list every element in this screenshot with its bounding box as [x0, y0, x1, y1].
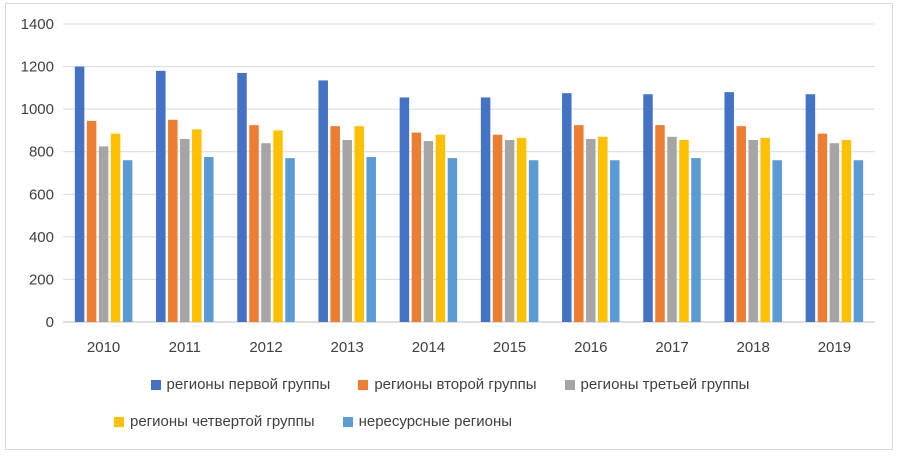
legend-item: регионы первой группы	[150, 376, 331, 393]
bar	[480, 97, 491, 322]
bar	[679, 140, 689, 322]
legend-swatch	[150, 379, 161, 390]
x-tick-label: 2017	[655, 339, 688, 356]
bar	[156, 70, 166, 322]
bar	[805, 94, 816, 322]
bar	[74, 66, 85, 322]
legend-item: регионы третьей группы	[564, 376, 750, 393]
bar	[110, 133, 121, 322]
bars	[74, 66, 864, 323]
legend-row-1: регионы первой группы регионы второй гру…	[0, 376, 900, 393]
legend-item: нересурсные регионы	[342, 413, 513, 430]
y-axis-ticks: 0 200 400 600 800 1000 1200 1400	[21, 16, 54, 331]
bar	[736, 126, 746, 323]
legend-label: регионы первой группы	[166, 376, 331, 393]
bar	[492, 134, 503, 322]
bar	[748, 140, 758, 322]
x-tick-label: 2013	[331, 339, 364, 356]
y-tick-label: 400	[29, 229, 54, 246]
x-tick-label: 2011	[169, 339, 201, 356]
bar	[447, 158, 458, 322]
x-axis-ticks: 2010 2011 2012 2013 2014 2015 2016 2017 2018 2019	[87, 339, 851, 356]
bar	[423, 141, 434, 322]
bar	[261, 143, 271, 322]
bar	[180, 138, 190, 322]
bar	[817, 133, 828, 322]
bar	[667, 136, 677, 322]
bar	[643, 94, 653, 322]
y-tick-label: 800	[29, 144, 54, 161]
y-tick-label: 1200	[21, 59, 54, 76]
bar	[366, 157, 376, 322]
y-tick-label: 600	[29, 186, 54, 203]
x-tick-label: 2016	[574, 339, 607, 356]
x-tick-label: 2015	[493, 339, 526, 356]
bar	[610, 160, 620, 322]
bar	[249, 125, 259, 322]
x-tick-label: 2010	[87, 339, 120, 356]
bar	[516, 137, 527, 322]
x-tick-label: 2018	[737, 339, 770, 356]
legend-swatch	[342, 416, 353, 427]
bar	[318, 80, 328, 323]
bar	[655, 125, 665, 322]
bar	[829, 143, 840, 322]
legend-item: регионы четвертой группы	[114, 413, 315, 430]
bar	[237, 72, 247, 322]
bar	[86, 120, 97, 322]
bar	[98, 146, 109, 322]
bar	[192, 129, 202, 322]
bar	[273, 130, 283, 322]
bar	[122, 160, 133, 322]
bar	[772, 160, 782, 322]
bar	[342, 140, 352, 322]
bar	[841, 140, 852, 322]
bar	[724, 92, 734, 322]
x-tick-label: 2012	[249, 339, 282, 356]
legend-label: регионы четвертой группы	[130, 413, 315, 430]
bar	[411, 132, 422, 322]
legend-row-2: регионы четвертой группы нересурсные рег…	[0, 413, 900, 430]
x-tick-label: 2019	[818, 339, 851, 356]
bar	[691, 158, 701, 322]
legend-swatch	[358, 379, 369, 390]
bar	[586, 138, 596, 322]
bar	[435, 134, 446, 322]
bar	[598, 136, 608, 322]
y-tick-label: 200	[29, 271, 54, 288]
bar	[760, 137, 770, 322]
bar	[330, 126, 340, 323]
bar	[168, 119, 178, 323]
bar	[853, 160, 864, 322]
bar	[528, 160, 539, 322]
legend-swatch	[564, 379, 575, 390]
bar	[562, 93, 572, 322]
legend-label: нересурсные регионы	[358, 413, 513, 430]
bar	[399, 97, 410, 322]
bar	[204, 157, 214, 322]
legend-swatch	[114, 416, 124, 427]
bar	[354, 126, 364, 323]
x-tick-label: 2014	[412, 339, 445, 356]
bar	[285, 158, 295, 322]
y-tick-label: 1400	[21, 16, 54, 33]
y-tick-label: 1000	[21, 101, 54, 118]
y-tick-label: 0	[46, 314, 54, 331]
bar	[504, 140, 515, 322]
bar	[574, 125, 584, 322]
legend-item: регионы второй группы	[358, 376, 537, 393]
legend-label: регионы второй группы	[374, 376, 537, 393]
legend-label: регионы третьей группы	[580, 376, 750, 393]
